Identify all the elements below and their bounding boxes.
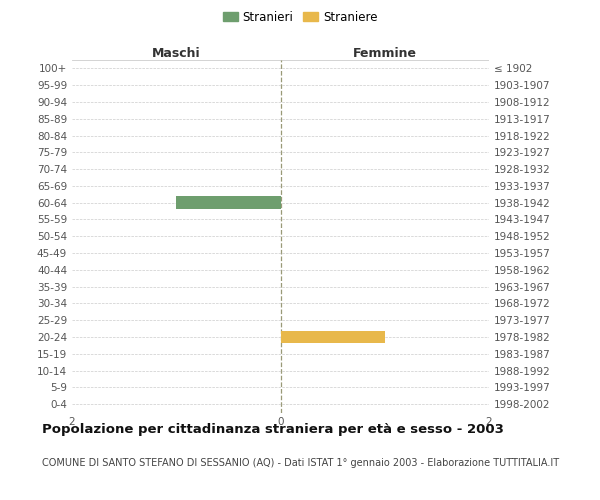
Legend: Stranieri, Straniere: Stranieri, Straniere [218,6,382,28]
Bar [176,196,281,209]
Bar [281,330,385,344]
Text: Popolazione per cittadinanza straniera per età e sesso - 2003: Popolazione per cittadinanza straniera p… [42,422,504,436]
Text: Maschi: Maschi [152,47,200,60]
Text: COMUNE DI SANTO STEFANO DI SESSANIO (AQ) - Dati ISTAT 1° gennaio 2003 - Elaboraz: COMUNE DI SANTO STEFANO DI SESSANIO (AQ)… [42,458,559,468]
Text: Femmine: Femmine [353,47,417,60]
